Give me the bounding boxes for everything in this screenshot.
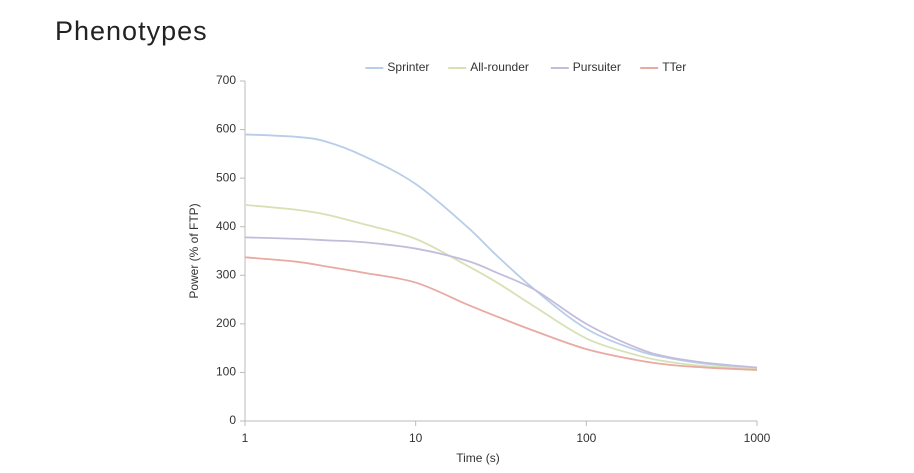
legend-label: Sprinter <box>387 60 429 74</box>
y-tick-label: 500 <box>216 170 236 184</box>
chart-title: Phenotypes <box>55 16 208 46</box>
y-tick-label: 400 <box>216 219 236 233</box>
series-line <box>244 236 758 369</box>
y-tick-label: 700 <box>216 73 236 87</box>
y-tick-label: 100 <box>216 365 236 379</box>
y-tick-label: 300 <box>216 267 236 281</box>
x-tick-label: 1000 <box>744 431 771 445</box>
y-tick-label: 200 <box>216 316 236 330</box>
x-axis-label: Time (s) <box>456 451 500 465</box>
series-line <box>244 203 758 370</box>
x-tick-label: 10 <box>409 431 423 445</box>
x-tick-label: 100 <box>576 431 596 445</box>
series-line <box>244 133 758 369</box>
y-tick-label: 600 <box>216 122 236 136</box>
y-axis-label: Power (% of FTP) <box>187 203 201 298</box>
y-tick-label: 0 <box>229 413 236 427</box>
legend-label: Pursuiter <box>573 60 621 74</box>
series-line <box>244 256 758 371</box>
x-tick-label: 1 <box>242 431 249 445</box>
legend-label: All-rounder <box>470 60 529 74</box>
legend-label: TTer <box>662 60 686 74</box>
